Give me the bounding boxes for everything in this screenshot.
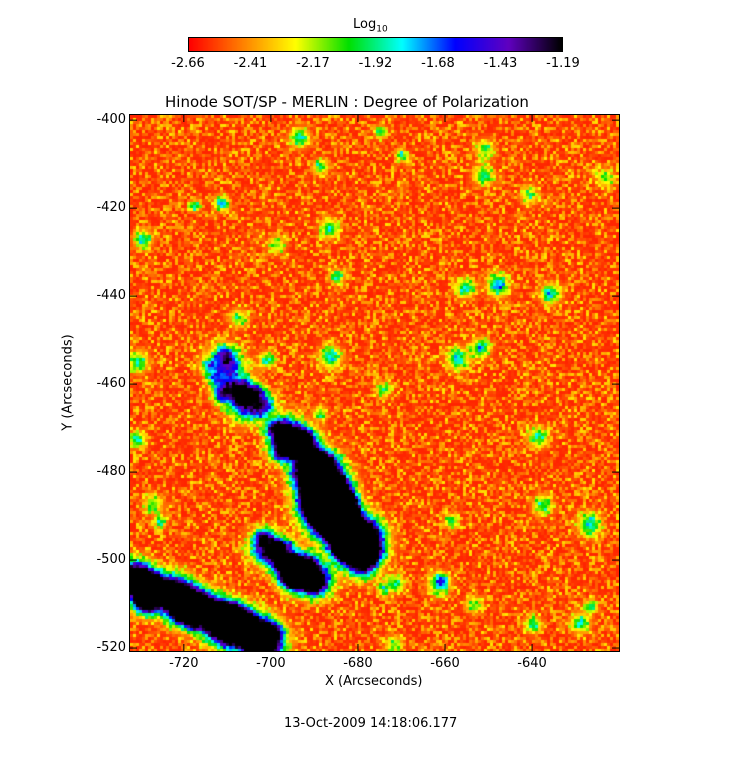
colorbar-tick-label: -1.68 (421, 56, 455, 71)
tick-label: -520 (96, 640, 126, 656)
tick-label: -480 (96, 464, 126, 480)
x-axis-label: X (Arcseconds) (325, 674, 423, 689)
tick-label: -700 (256, 656, 286, 671)
timestamp: 13-Oct-2009 14:18:06.177 (284, 716, 458, 731)
tick-label: -460 (96, 376, 126, 392)
colorbar-tick-label: -1.43 (483, 56, 518, 71)
tick-label: -720 (169, 656, 199, 671)
tick-label: -660 (430, 656, 460, 671)
tick-label: -420 (96, 200, 126, 216)
colorbar-tick-label: -1.92 (358, 56, 393, 71)
tick-label: -640 (517, 656, 547, 671)
tick-label: -500 (96, 552, 126, 568)
y-axis-label: Y (Arcseconds) (60, 334, 76, 431)
colorbar-tick-label: -2.66 (171, 56, 205, 71)
tick-label: -440 (96, 288, 126, 304)
colorbar-tick-label: -2.17 (296, 56, 330, 71)
tick-label: -680 (343, 656, 373, 671)
colorbar-title: Log10 (353, 17, 388, 35)
colorbar-tick-label: -2.41 (233, 56, 268, 71)
colorbar-tick-label: -1.19 (546, 56, 580, 71)
colorbar (188, 37, 563, 52)
chart-title: Hinode SOT/SP - MERLIN : Degree of Polar… (165, 93, 529, 111)
polarization-heatmap (129, 114, 620, 652)
tick-label: -400 (96, 112, 126, 128)
